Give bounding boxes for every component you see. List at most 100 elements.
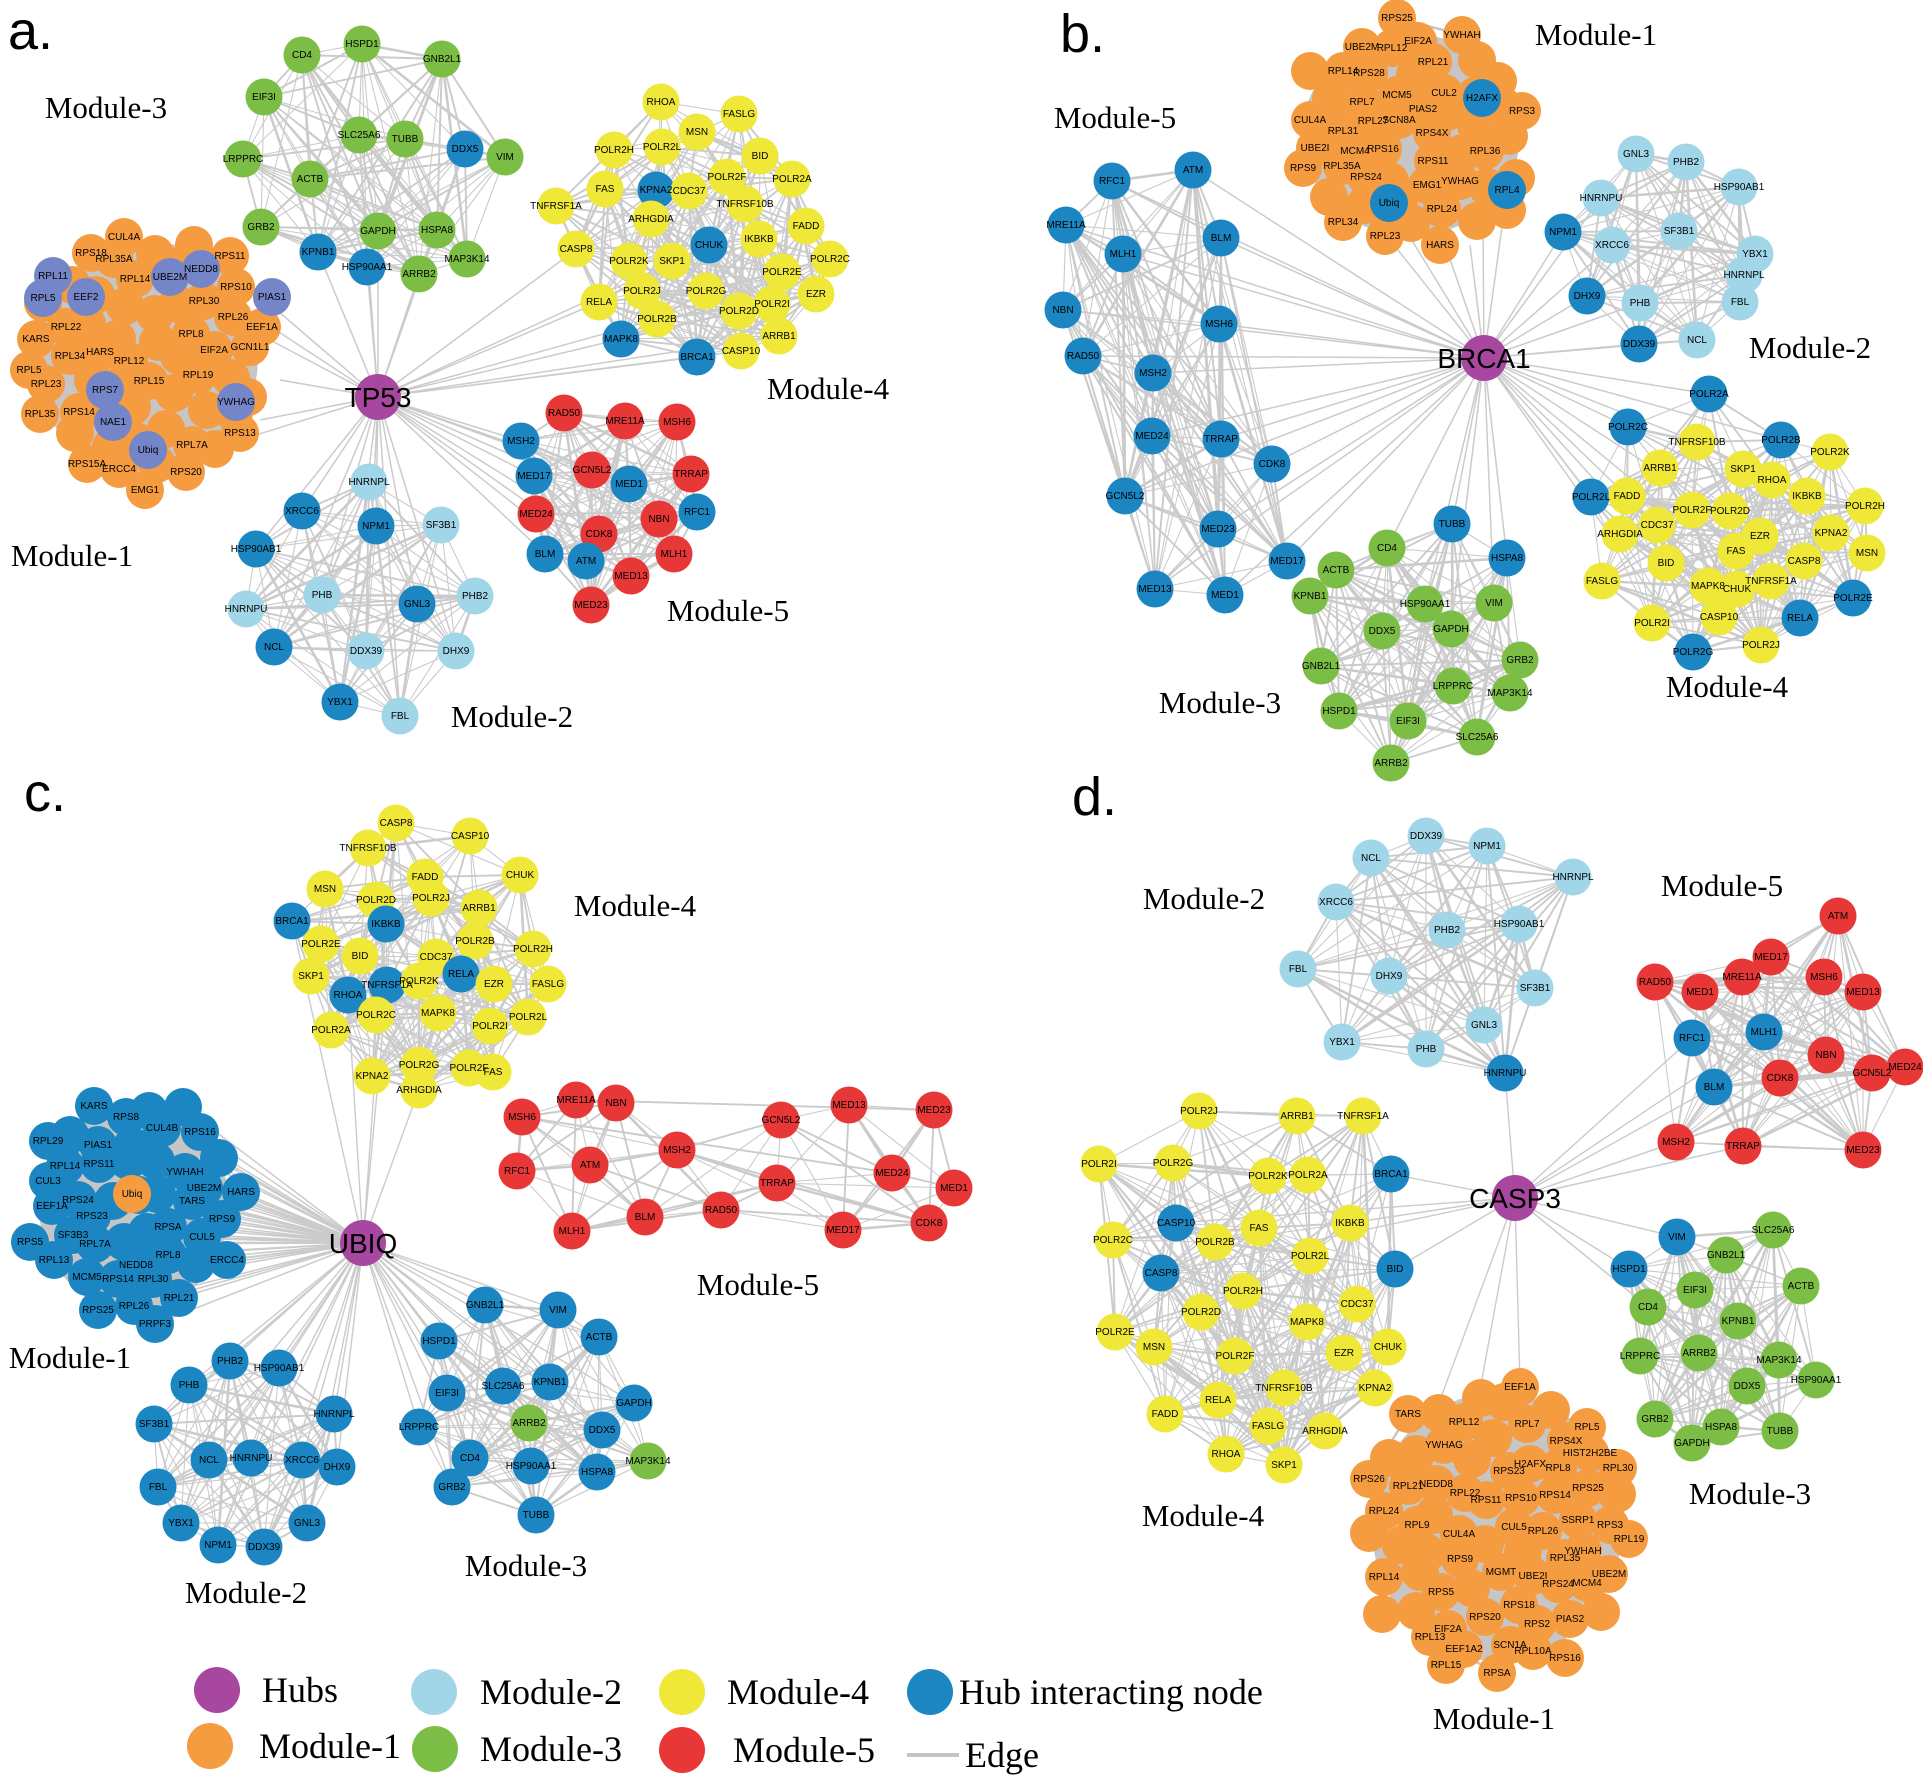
- svg-text:SKP1: SKP1: [659, 256, 685, 267]
- svg-text:TRRAP: TRRAP: [760, 1178, 794, 1189]
- svg-text:Module-4: Module-4: [574, 888, 697, 923]
- svg-text:POLR2H: POLR2H: [513, 944, 553, 955]
- svg-text:TRRAP: TRRAP: [1726, 1141, 1760, 1152]
- svg-text:RPL7A: RPL7A: [79, 1239, 111, 1250]
- svg-text:Ubiq: Ubiq: [138, 445, 159, 456]
- svg-text:RAD50: RAD50: [705, 1205, 738, 1216]
- svg-text:ATM: ATM: [576, 556, 596, 567]
- svg-text:RPL10A: RPL10A: [1514, 1646, 1552, 1657]
- svg-text:FBL: FBL: [1731, 297, 1750, 308]
- svg-text:Module-2: Module-2: [1749, 330, 1871, 365]
- svg-text:HSP90AB1: HSP90AB1: [231, 544, 282, 555]
- svg-text:ACTB: ACTB: [1788, 1281, 1815, 1292]
- svg-text:PHB: PHB: [312, 590, 333, 601]
- svg-text:POLR2G: POLR2G: [1153, 1158, 1194, 1169]
- svg-text:VIM: VIM: [1668, 1232, 1686, 1243]
- svg-text:UBE2M: UBE2M: [187, 1183, 221, 1194]
- svg-text:RPL19: RPL19: [183, 370, 214, 381]
- svg-text:POLR2F: POLR2F: [1216, 1351, 1255, 1362]
- svg-text:HIST2H2BE: HIST2H2BE: [1563, 1448, 1618, 1459]
- svg-text:POLR2J: POLR2J: [623, 286, 661, 297]
- svg-text:RPL29: RPL29: [33, 1136, 64, 1147]
- svg-text:TNFRSF10B: TNFRSF10B: [716, 199, 774, 210]
- svg-text:RPL35: RPL35: [25, 409, 56, 420]
- svg-text:HARS: HARS: [1426, 240, 1454, 251]
- svg-text:RPL21: RPL21: [1418, 57, 1449, 68]
- svg-text:DDX39: DDX39: [1623, 339, 1656, 350]
- svg-text:HSPD1: HSPD1: [422, 1336, 456, 1347]
- svg-text:MLH1: MLH1: [661, 549, 688, 560]
- svg-text:MAP3K14: MAP3K14: [625, 1456, 670, 1467]
- svg-text:CDC37: CDC37: [673, 186, 706, 197]
- svg-text:MED24: MED24: [519, 509, 553, 520]
- svg-text:PHB: PHB: [179, 1380, 200, 1391]
- svg-text:POLR2F: POLR2F: [450, 1063, 489, 1074]
- svg-text:SF3B1: SF3B1: [1664, 226, 1695, 237]
- svg-text:FAS: FAS: [1727, 546, 1746, 557]
- svg-text:UBIQ: UBIQ: [329, 1228, 397, 1259]
- svg-text:RPSA: RPSA: [154, 1222, 182, 1233]
- svg-text:Edge: Edge: [965, 1735, 1039, 1775]
- svg-text:YWHAH: YWHAH: [166, 1167, 203, 1178]
- svg-text:SF3B1: SF3B1: [1520, 983, 1551, 994]
- svg-text:RPS18: RPS18: [1503, 1600, 1535, 1611]
- svg-text:POLR2H: POLR2H: [594, 145, 634, 156]
- svg-text:SCN1A: SCN1A: [1493, 1640, 1527, 1651]
- svg-text:RPS24: RPS24: [1542, 1579, 1574, 1590]
- svg-text:RPS5: RPS5: [1428, 1587, 1455, 1598]
- svg-text:FBL: FBL: [1289, 964, 1308, 975]
- svg-text:TNFRSF10B: TNFRSF10B: [1668, 437, 1726, 448]
- svg-text:NEDD8: NEDD8: [184, 264, 218, 275]
- svg-text:HSPD1: HSPD1: [1612, 1264, 1646, 1275]
- svg-text:RPS25: RPS25: [1381, 13, 1413, 24]
- svg-text:POLR2A: POLR2A: [311, 1025, 351, 1036]
- svg-text:MED13: MED13: [832, 1100, 866, 1111]
- svg-text:SKP1: SKP1: [298, 971, 324, 982]
- svg-text:MLH1: MLH1: [559, 1226, 586, 1237]
- svg-text:RPS10: RPS10: [1505, 1493, 1537, 1504]
- svg-text:GAPDH: GAPDH: [616, 1398, 652, 1409]
- svg-text:EIF3I: EIF3I: [252, 92, 276, 103]
- svg-text:UBE2M: UBE2M: [153, 272, 187, 283]
- svg-text:KPNB1: KPNB1: [1294, 591, 1327, 602]
- svg-text:POLR2B: POLR2B: [637, 314, 677, 325]
- svg-text:SLC25A6: SLC25A6: [1752, 1225, 1795, 1236]
- svg-text:HSPA8: HSPA8: [581, 1467, 613, 1478]
- svg-text:POLR2D: POLR2D: [719, 306, 759, 317]
- svg-text:BLM: BLM: [1211, 233, 1232, 244]
- svg-text:RPS24: RPS24: [1350, 172, 1382, 183]
- svg-text:NCL: NCL: [1361, 853, 1381, 864]
- svg-text:HSPA8: HSPA8: [1705, 1422, 1737, 1433]
- svg-text:NPM1: NPM1: [1549, 227, 1577, 238]
- svg-text:PHB2: PHB2: [1434, 925, 1461, 936]
- svg-text:H2AFX: H2AFX: [1514, 1459, 1547, 1470]
- svg-text:FASLG: FASLG: [532, 979, 564, 990]
- svg-text:CD4: CD4: [460, 1453, 480, 1464]
- svg-text:Ubiq: Ubiq: [1379, 198, 1400, 209]
- svg-text:HNRNPU: HNRNPU: [1580, 193, 1623, 204]
- svg-text:CASP3: CASP3: [1469, 1183, 1561, 1214]
- svg-text:RELA: RELA: [1205, 1395, 1231, 1406]
- svg-text:RPL13: RPL13: [1415, 1632, 1446, 1643]
- svg-text:MED1: MED1: [940, 1183, 968, 1194]
- svg-text:EIF3I: EIF3I: [435, 1388, 459, 1399]
- svg-text:TNFRSF10B: TNFRSF10B: [339, 843, 397, 854]
- svg-text:CDC37: CDC37: [1641, 520, 1674, 531]
- svg-text:HNRNPU: HNRNPU: [1484, 1068, 1527, 1079]
- svg-text:RPL27: RPL27: [1358, 116, 1389, 127]
- svg-text:HSP90AB1: HSP90AB1: [1714, 182, 1765, 193]
- svg-text:Module-2: Module-2: [451, 699, 573, 734]
- svg-text:PIAS2: PIAS2: [1409, 104, 1438, 115]
- svg-text:PHB: PHB: [1416, 1044, 1437, 1055]
- svg-text:EMG1: EMG1: [1413, 180, 1442, 191]
- svg-text:BLM: BLM: [535, 549, 556, 560]
- svg-text:MAP3K14: MAP3K14: [1756, 1355, 1801, 1366]
- svg-text:MED23: MED23: [1846, 1145, 1880, 1156]
- svg-text:NEDD8: NEDD8: [119, 1260, 153, 1271]
- svg-text:BRCA1: BRCA1: [1437, 343, 1530, 374]
- svg-text:RPL14: RPL14: [120, 274, 151, 285]
- svg-text:TARS: TARS: [1395, 1409, 1421, 1420]
- svg-text:BID: BID: [352, 951, 369, 962]
- svg-text:ERCC4: ERCC4: [102, 464, 136, 475]
- svg-text:RPL8: RPL8: [178, 329, 203, 340]
